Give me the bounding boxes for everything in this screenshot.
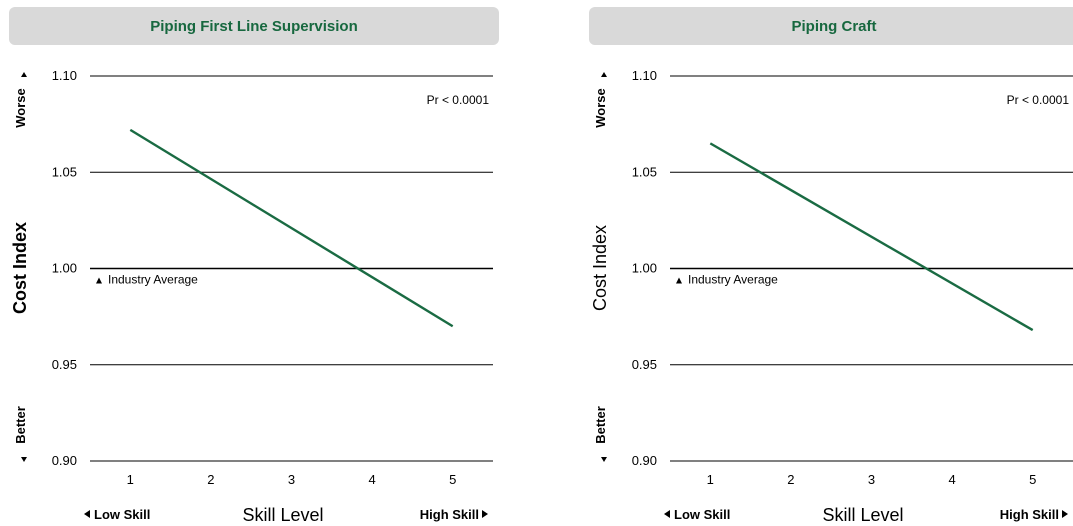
y-tick-label: 0.90 [632, 453, 657, 468]
chart-panel-craft: Piping Craft 1.10 1.05 1.00 0.95 0.90 1 2 3 4 5 Pr… [580, 0, 1073, 526]
p-value-annotation: Pr < 0.0001 [427, 93, 490, 107]
x-tick-label: 1 [707, 472, 714, 487]
y-tick-label: 1.10 [632, 68, 657, 83]
chart-title: Piping First Line Supervision [9, 7, 499, 45]
up-triangle-icon [676, 277, 682, 284]
up-triangle-icon [96, 277, 102, 284]
x-axis-title: Skill Level [242, 505, 323, 525]
y-tick-label: 1.05 [52, 164, 77, 179]
low-skill-label: Low Skill [674, 507, 730, 522]
x-tick-label: 5 [449, 472, 456, 487]
high-skill-label: High Skill [420, 507, 479, 522]
x-tick-label: 4 [948, 472, 955, 487]
y-axis-title: Cost Index [10, 222, 30, 314]
worse-indicator: Worse [593, 72, 608, 128]
p-value-annotation: Pr < 0.0001 [1007, 93, 1070, 107]
arrow-down-icon [21, 457, 27, 462]
x-tick-label: 4 [368, 472, 375, 487]
y-tick-label: 1.05 [632, 164, 657, 179]
y-tick-label: 1.10 [52, 68, 77, 83]
chart-plot: 1.10 1.05 1.00 0.95 0.90 1 2 3 4 5 Pr < 0.0001 Indu… [590, 68, 1073, 525]
arrow-left-icon [84, 510, 90, 518]
industry-average-label: Industry Average [688, 273, 778, 287]
high-skill-label: High Skill [1000, 507, 1059, 522]
series-line [709, 142, 1034, 332]
low-skill-label: Low Skill [94, 507, 150, 522]
x-tick-label: 1 [127, 472, 134, 487]
better-label: Better [593, 406, 608, 444]
better-indicator: Better [13, 406, 28, 462]
chart-panel-supervision: Piping First Line Supervision 1.10 1.05 1.… [0, 0, 500, 526]
arrow-right-icon [1062, 510, 1068, 518]
arrow-down-icon [601, 457, 607, 462]
y-tick-label: 0.90 [52, 453, 77, 468]
x-tick-label: 3 [868, 472, 875, 487]
chart-plot: 1.10 1.05 1.00 0.95 0.90 1 2 3 4 5 Pr < 0.0001 Indu… [10, 68, 493, 525]
y-tick-label: 1.00 [632, 261, 657, 276]
x-tick-label: 2 [787, 472, 794, 487]
y-axis-title: Cost Index [590, 225, 610, 311]
x-axis-title: Skill Level [822, 505, 903, 525]
y-tick-label: 1.00 [52, 261, 77, 276]
x-tick-label: 3 [288, 472, 295, 487]
worse-label: Worse [593, 88, 608, 128]
industry-average-label: Industry Average [108, 273, 198, 287]
x-tick-label: 5 [1029, 472, 1036, 487]
arrow-left-icon [664, 510, 670, 518]
series-line [129, 128, 454, 328]
y-tick-label: 0.95 [632, 357, 657, 372]
arrow-right-icon [482, 510, 488, 518]
arrow-up-icon [21, 72, 27, 77]
better-indicator: Better [593, 406, 608, 462]
y-tick-label: 0.95 [52, 357, 77, 372]
x-tick-label: 2 [207, 472, 214, 487]
worse-label: Worse [13, 88, 28, 128]
worse-indicator: Worse [13, 72, 28, 128]
better-label: Better [13, 406, 28, 444]
arrow-up-icon [601, 72, 607, 77]
chart-title: Piping Craft [589, 7, 1073, 45]
